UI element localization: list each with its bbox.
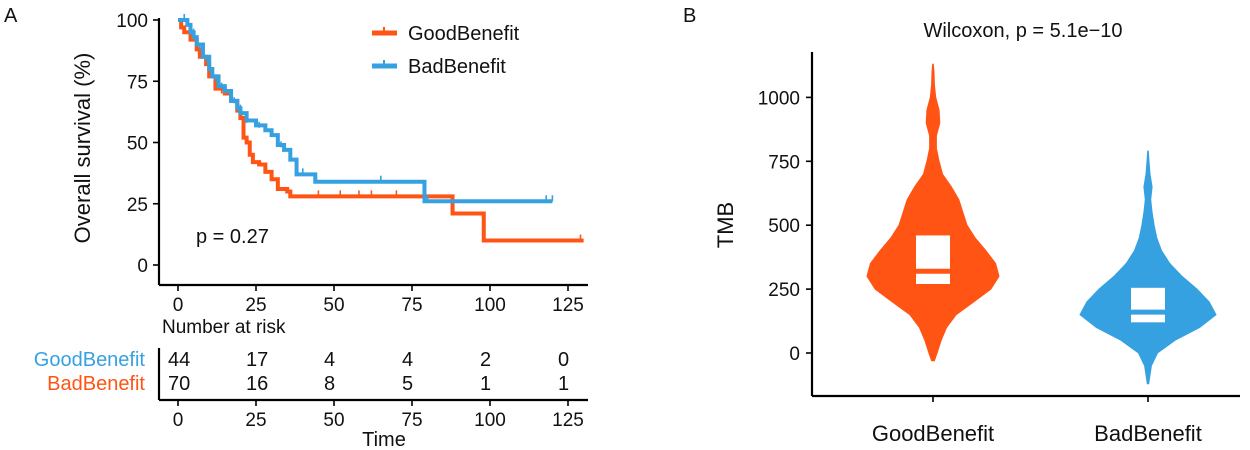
panel-b: B Wilcoxon, p = 5.1e−10 0 250 500 750 1000 G… (683, 5, 1240, 446)
risk-table-title: Number at risk (162, 317, 286, 338)
risk-value-goodbenefit: 4 (324, 349, 335, 371)
risk-value-goodbenefit: 44 (168, 349, 190, 371)
violin-x-tick-label: BadBenefit (1094, 421, 1202, 446)
risk-x-tick-label: 125 (552, 410, 584, 431)
km-y-axis-label: Overall survival (%) (70, 53, 95, 244)
km-p-value: p = 0.27 (196, 226, 269, 248)
risk-x-tick-label: 75 (401, 410, 422, 431)
panel-b-label: B (683, 5, 696, 27)
risk-value-badbenefit: 5 (402, 373, 413, 395)
violin-x-tick-label: GoodBenefit (872, 421, 994, 446)
km-line-goodbenefit (178, 18, 584, 243)
km-x-tick-label: 25 (245, 295, 266, 316)
risk-value-goodbenefit: 0 (558, 349, 569, 371)
km-line-badbenefit (178, 18, 553, 204)
risk-row-label-badbenefit: BadBenefit (47, 373, 145, 395)
risk-value-goodbenefit: 17 (246, 349, 268, 371)
km-x-tick-label: 50 (323, 295, 344, 316)
risk-x-ticks: 0 25 50 75 100 125 (173, 400, 584, 431)
violin-box-goodbenefit (916, 235, 950, 284)
violin-y-tick-label: 500 (768, 216, 800, 237)
km-y-ticks: 0 25 50 75 100 (116, 11, 159, 277)
legend-label-badbenefit: BadBenefit (408, 56, 506, 78)
risk-values: 44 17 4 4 2 070 16 8 5 1 1 (168, 349, 569, 395)
km-y-tick-label: 100 (116, 11, 148, 32)
km-curves (178, 14, 584, 243)
risk-x-tick-label: 0 (173, 410, 184, 431)
risk-value-badbenefit: 1 (558, 373, 569, 395)
km-x-tick-label: 125 (552, 295, 584, 316)
km-x-ticks: 0 25 50 75 100 125 (173, 285, 584, 316)
risk-value-badbenefit: 1 (480, 373, 491, 395)
risk-value-goodbenefit: 4 (402, 349, 413, 371)
km-y-tick-label: 0 (137, 256, 148, 277)
risk-x-tick-label: 50 (323, 410, 344, 431)
violins (866, 63, 1217, 385)
km-x-tick-label: 0 (173, 295, 184, 316)
km-legend: GoodBenefit BadBenefit (372, 23, 520, 78)
risk-value-badbenefit: 70 (168, 373, 190, 395)
violin-badbenefit (1079, 150, 1217, 385)
km-y-tick-label: 75 (127, 72, 148, 93)
km-y-tick-label: 50 (127, 134, 148, 155)
violin-goodbenefit (866, 63, 1000, 362)
panel-a-label: A (4, 5, 18, 27)
risk-value-badbenefit: 8 (324, 373, 335, 395)
violin-box-badbenefit (1131, 287, 1165, 323)
violin-y-tick-label: 750 (768, 152, 800, 173)
violin-y-tick-label: 250 (768, 280, 800, 301)
violin-y-ticks: 0 250 500 750 1000 (758, 88, 812, 365)
violin-y-axis-label: TMB (713, 202, 738, 248)
km-x-tick-label: 100 (474, 295, 506, 316)
risk-value-goodbenefit: 2 (480, 349, 491, 371)
violin-title: Wilcoxon, p = 5.1e−10 (923, 20, 1122, 42)
violin-y-tick-label: 1000 (758, 88, 800, 109)
km-y-tick-label: 25 (127, 195, 148, 216)
violin-y-tick-label: 0 (789, 344, 800, 365)
risk-x-axis-label: Time (362, 429, 406, 450)
risk-row-label-goodbenefit: GoodBenefit (34, 349, 146, 371)
risk-x-tick-label: 100 (474, 410, 506, 431)
violin-x-ticks: GoodBenefit BadBenefit (872, 396, 1202, 446)
risk-value-badbenefit: 16 (246, 373, 268, 395)
legend-label-goodbenefit: GoodBenefit (408, 23, 520, 45)
km-x-tick-label: 75 (401, 295, 422, 316)
risk-x-tick-label: 25 (245, 410, 266, 431)
